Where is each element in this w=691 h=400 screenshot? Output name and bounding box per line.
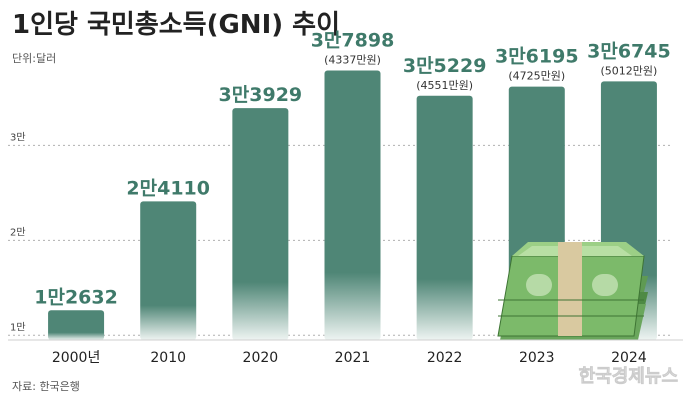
money-stack-icon xyxy=(497,242,648,340)
bar-1 xyxy=(140,201,197,340)
sub-label-3: (4337만원) xyxy=(324,53,381,66)
sub-label-4: (4551만원) xyxy=(416,79,473,92)
chart-title: 1인당 국민총소득(GNI) 추이 xyxy=(12,10,340,40)
bar-0 xyxy=(48,310,105,340)
x-tick-label-5: 2023 xyxy=(519,350,555,366)
x-tick-label-0: 2000년 xyxy=(52,350,101,366)
y-tick-labels: 1만 2만 3만 xyxy=(10,131,26,333)
x-tick-label-3: 2021 xyxy=(335,350,371,366)
x-tick-label-4: 2022 xyxy=(427,350,463,366)
sub-label-6: (5012만원) xyxy=(601,64,658,77)
x-tick-label-6: 2024 xyxy=(611,350,647,366)
value-label-1: 2만4110 xyxy=(126,177,210,199)
bar-3 xyxy=(324,70,381,341)
value-label-3: 3만7898 xyxy=(311,29,395,51)
watermark: 한국경제뉴스 xyxy=(579,366,678,387)
value-labels: 1만2632 2만4110 3만3929 3만7898 (4337만원) 3만5229 (4… xyxy=(34,29,670,308)
bar-4 xyxy=(416,95,473,340)
y-tick-label-2: 3만 xyxy=(10,131,26,143)
sub-label-5: (4725만원) xyxy=(508,70,565,83)
value-label-2: 3만3929 xyxy=(219,84,303,106)
x-tick-label-1: 2010 xyxy=(150,350,186,366)
y-tick-label-1: 2만 xyxy=(10,226,26,238)
unit-note: 단위:달러 xyxy=(12,52,56,65)
x-tick-labels: 2000년 2010 2020 2021 2022 2023 2024 xyxy=(52,350,647,366)
value-label-5: 3만6195 xyxy=(495,46,579,68)
value-label-0: 1만2632 xyxy=(34,286,118,308)
y-tick-label-0: 1만 xyxy=(10,321,26,333)
value-label-4: 3만5229 xyxy=(403,55,487,77)
x-tick-label-2: 2020 xyxy=(243,350,279,366)
bar-2 xyxy=(232,108,289,340)
value-label-6: 3만6745 xyxy=(587,40,671,62)
source-note: 자료: 한국은행 xyxy=(12,380,80,393)
